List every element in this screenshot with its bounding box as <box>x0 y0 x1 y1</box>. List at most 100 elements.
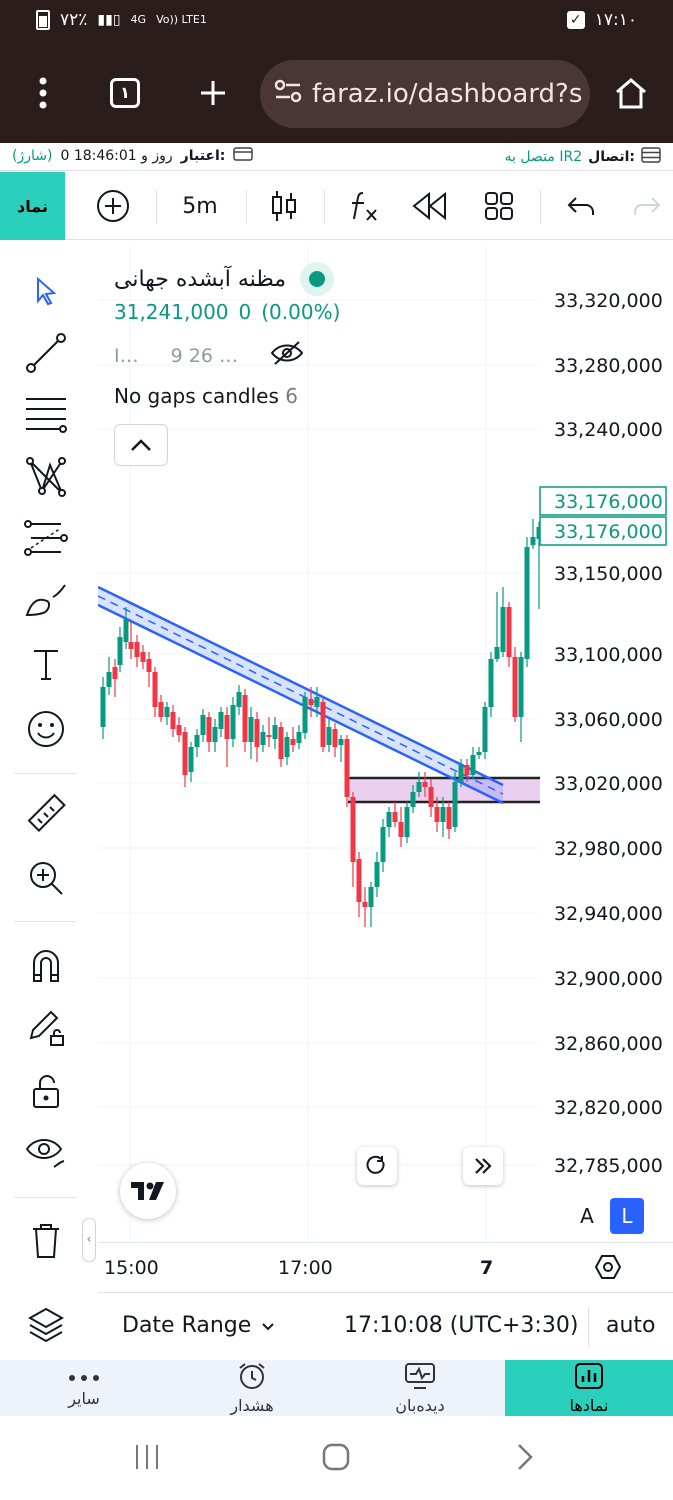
bar-chart-icon <box>574 1362 604 1394</box>
collapse-panel-handle[interactable]: ‹ <box>82 1218 96 1262</box>
auto-button[interactable]: auto <box>606 1313 656 1338</box>
candle-body <box>260 732 266 745</box>
chart-grid <box>98 247 538 1242</box>
visibility-icon[interactable] <box>18 1123 74 1179</box>
credit-card-icon <box>233 147 254 165</box>
nav-watchlist[interactable]: دیده‌بان <box>336 1360 504 1416</box>
alarm-clock-icon <box>237 1362 267 1394</box>
layers-icon[interactable] <box>18 1297 74 1353</box>
candle-body <box>112 667 118 679</box>
undo-icon[interactable] <box>558 182 604 230</box>
time-label-3: 7 <box>480 1257 494 1279</box>
nav-alerts[interactable]: هشدار <box>168 1360 336 1416</box>
candle-body <box>128 642 134 649</box>
redo-icon[interactable] <box>624 182 670 230</box>
candle-body <box>254 719 260 747</box>
home-icon[interactable] <box>606 68 656 118</box>
trend-line-icon[interactable] <box>18 325 74 381</box>
candle-body <box>218 712 224 729</box>
replay-icon[interactable] <box>404 182 454 230</box>
layout-icon[interactable] <box>476 182 522 230</box>
add-symbol-icon[interactable] <box>90 182 136 230</box>
candle-body <box>452 782 458 827</box>
candle-body <box>206 717 212 742</box>
candle-body <box>123 619 129 642</box>
collapse-legend-button[interactable] <box>114 424 168 466</box>
text-tool-icon[interactable] <box>18 637 74 693</box>
price-legend: 31,241,000 0 (0.00%) <box>114 300 340 324</box>
reset-chart-icon[interactable] <box>357 1147 397 1185</box>
chart-settings-icon[interactable] <box>594 1253 622 1286</box>
indicator-legend[interactable]: No gaps candles 6 <box>114 384 298 408</box>
trash-icon[interactable] <box>18 1213 74 1269</box>
candle-body <box>524 547 530 659</box>
price-label: 33,320,000 <box>554 290 663 312</box>
interval-button[interactable]: 5m <box>182 193 218 219</box>
candle-body <box>386 812 392 827</box>
price-label: 32,980,000 <box>554 838 663 860</box>
candle-body <box>446 807 452 829</box>
chart-area[interactable]: 33,320,000 33,280,000 33,240,000 33,150,000… <box>97 247 673 1247</box>
zoom-in-icon[interactable] <box>18 850 74 906</box>
time-axis[interactable]: 15:00 17:00 7 <box>98 1242 673 1292</box>
candles-icon[interactable] <box>262 182 306 230</box>
recents-icon[interactable] <box>132 1442 162 1476</box>
site-settings-icon[interactable] <box>274 78 302 111</box>
cursor-icon[interactable] <box>18 263 74 319</box>
symbol-legend[interactable]: مظنه آبشده جهانی <box>114 262 335 296</box>
log-scale-button[interactable]: L <box>610 1198 644 1234</box>
monitor-icon <box>404 1362 436 1394</box>
candle-body <box>350 797 356 862</box>
candle-body <box>200 715 206 735</box>
server-icon <box>641 147 661 167</box>
tab-switcher-button[interactable]: ۱ <box>100 68 150 118</box>
candle-body <box>434 807 440 822</box>
nav-more[interactable]: سایر <box>0 1360 168 1416</box>
candle-body <box>248 717 254 742</box>
candle-body <box>428 787 434 807</box>
indicators-icon[interactable] <box>342 182 386 230</box>
address-field[interactable]: faraz.io/dashboard?s <box>260 60 590 128</box>
symbol-button[interactable]: نماد <box>0 172 65 240</box>
candle-body <box>338 739 344 745</box>
auto-scale-button[interactable]: A <box>570 1198 604 1234</box>
candle-body <box>440 807 446 822</box>
last-price: 31,241,000 <box>114 300 229 324</box>
chart-drawings <box>97 585 540 805</box>
tradingview-logo-icon[interactable] <box>120 1163 176 1219</box>
nav-symbols[interactable]: نمادها <box>505 1360 673 1416</box>
new-tab-icon[interactable] <box>188 68 238 118</box>
brush-icon[interactable] <box>18 573 74 629</box>
price-tags: 33,176,000 33,176,000 <box>539 486 667 546</box>
lock-drawings-icon[interactable] <box>18 999 74 1055</box>
candle-body <box>266 735 272 737</box>
back-icon[interactable] <box>510 1442 540 1476</box>
forecast-icon[interactable] <box>18 511 74 567</box>
price-tag-box <box>539 516 667 546</box>
menu-dots-icon[interactable] <box>18 68 68 118</box>
candle-body <box>182 732 188 775</box>
candle-body <box>398 822 404 837</box>
price-label: 33,240,000 <box>554 419 663 441</box>
hide-eye-icon[interactable] <box>270 340 304 371</box>
candle-body <box>194 735 200 747</box>
timezone-button[interactable]: 17:10:08 (UTC+3:30) <box>344 1313 579 1338</box>
price-label: 33,020,000 <box>554 773 663 795</box>
url-bar: ۱ faraz.io/dashboard?s <box>0 58 673 130</box>
home-button-icon[interactable] <box>321 1442 351 1476</box>
candle-body <box>158 702 164 717</box>
pattern-icon[interactable] <box>18 449 74 505</box>
emoji-icon[interactable] <box>18 701 74 757</box>
candle-body <box>188 747 194 772</box>
price-scale: 33,320,000 33,280,000 33,240,000 33,150,000… <box>554 290 663 1177</box>
price-label: 33,100,000 <box>554 644 663 666</box>
fib-lines-icon[interactable] <box>18 387 74 443</box>
date-range-button[interactable]: Date Range <box>122 1313 275 1338</box>
ruler-icon[interactable] <box>18 787 74 843</box>
price-chart[interactable]: 33,320,000 33,280,000 33,240,000 33,150,000… <box>97 247 673 1247</box>
unlock-icon[interactable] <box>18 1063 74 1119</box>
scroll-to-realtime-icon[interactable] <box>463 1147 503 1185</box>
candle-body <box>290 739 296 745</box>
magnet-icon[interactable] <box>18 937 74 993</box>
candle-body <box>464 765 470 775</box>
